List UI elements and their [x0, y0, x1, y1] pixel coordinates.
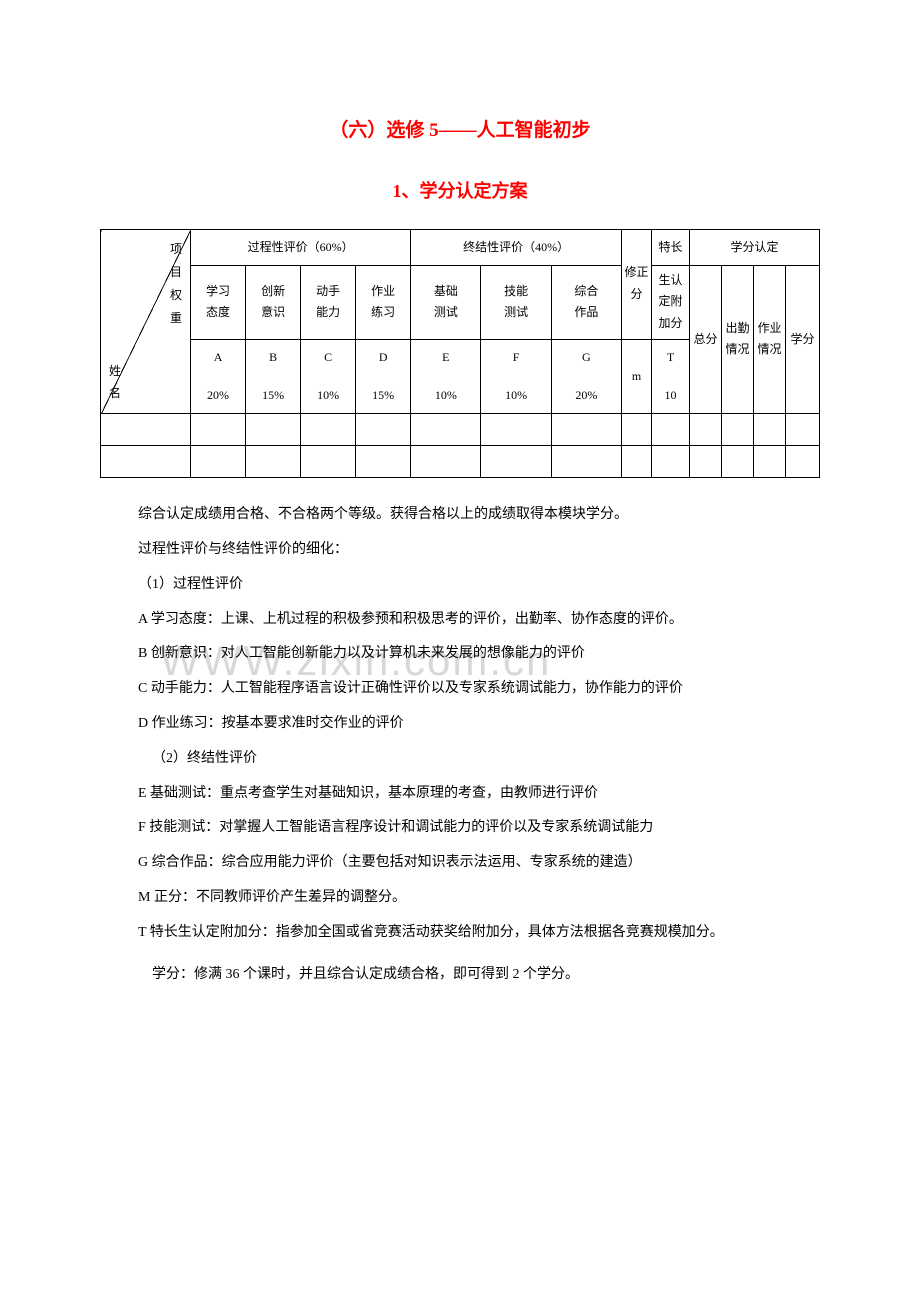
col-total-score: 总分: [690, 265, 722, 413]
col-homework-status: 作业情况: [754, 265, 786, 413]
code-m: m: [622, 339, 652, 414]
col-skill-test: 技能测试: [481, 265, 551, 339]
para-section-2: （2）终结性评价: [110, 744, 820, 775]
col-homework: 作业练习: [356, 265, 411, 339]
para-intro: 综合认定成绩用合格、不合格两个等级。获得合格以上的成绩取得本模块学分。: [110, 500, 820, 531]
group-summative-eval: 终结性评价（40%）: [411, 230, 622, 265]
col-bonus-detail: 生认定附加分: [652, 265, 690, 339]
para-e: E 基础测试：重点考查学生对基础知识，基本原理的考查，由教师进行评价: [110, 779, 820, 810]
credit-table: 项 目 权 重 姓 名 过程性评价（60%） 终结性评价（40%） 修正分 特长…: [100, 229, 820, 478]
table-header-row-1: 项 目 权 重 姓 名 过程性评价（60%） 终结性评价（40%） 修正分 特长…: [101, 230, 820, 265]
para-d: D 作业练习：按基本要求准时交作业的评价: [110, 709, 820, 740]
code-g: G20%: [551, 339, 621, 414]
code-c: C10%: [301, 339, 356, 414]
para-f: F 技能测试：对掌握人工智能语言程序设计和调试能力的评价以及专家系统调试能力: [110, 813, 820, 844]
col-credit: 学分: [786, 265, 820, 413]
code-e: E10%: [411, 339, 481, 414]
sub-title: 1、学分认定方案: [100, 172, 820, 212]
para-section-1: （1）过程性评价: [110, 570, 820, 601]
diagonal-top-label: 项 目 权 重: [170, 238, 182, 329]
code-a: A20%: [191, 339, 246, 414]
code-f: F10%: [481, 339, 551, 414]
diagonal-header-cell: 项 目 权 重 姓 名: [101, 230, 191, 414]
para-m: M 正分：不同教师评价产生差异的调整分。: [110, 883, 820, 914]
col-attendance: 出勤情况: [722, 265, 754, 413]
group-correction: 修正分: [622, 230, 652, 339]
diagonal-bottom-label: 姓 名: [109, 360, 121, 406]
body-text-section: 综合认定成绩用合格、不合格两个等级。获得合格以上的成绩取得本模块学分。 过程性评…: [110, 500, 820, 991]
group-process-eval: 过程性评价（60%）: [191, 230, 411, 265]
table-data-row-1: [101, 414, 820, 446]
col-innovation: 创新意识: [246, 265, 301, 339]
para-refine: 过程性评价与终结性评价的细化：: [110, 535, 820, 566]
para-b: B 创新意识：对人工智能创新能力以及计算机未来发展的想像能力的评价: [110, 639, 820, 670]
col-basic-test: 基础测试: [411, 265, 481, 339]
col-comprehensive: 综合作品: [551, 265, 621, 339]
group-bonus-label: 特长: [652, 230, 690, 265]
group-credit-recognition: 学分认定: [690, 230, 820, 265]
para-c: C 动手能力：人工智能程序语言设计正确性评价以及专家系统调试能力，协作能力的评价: [110, 674, 820, 705]
code-t: T10: [652, 339, 690, 414]
col-study-attitude: 学习态度: [191, 265, 246, 339]
code-d: D15%: [356, 339, 411, 414]
table-header-row-2: 学习态度 创新意识 动手能力 作业练习 基础测试 技能测试 综合作品 生认定附加…: [101, 265, 820, 339]
para-g: G 综合作品：综合应用能力评价（主要包括对知识表示法运用、专家系统的建造）: [110, 848, 820, 879]
code-b: B15%: [246, 339, 301, 414]
para-credit: 学分：修满 36 个课时，并且综合认定成绩合格，即可得到 2 个学分。: [110, 960, 820, 991]
col-hands-on: 动手能力: [301, 265, 356, 339]
table-data-row-2: [101, 446, 820, 478]
para-a: A 学习态度：上课、上机过程的积极参预和积极思考的评价，出勤率、协作态度的评价。: [110, 605, 820, 636]
main-title: （六）选修 5——人工智能初步: [100, 110, 820, 152]
para-t: T 特长生认定附加分：指参加全国或省竞赛活动获奖给附加分，具体方法根据各竞赛规模…: [110, 918, 820, 949]
document-content: （六）选修 5——人工智能初步 1、学分认定方案 项 目 权 重 姓 名 过程性…: [100, 110, 820, 991]
